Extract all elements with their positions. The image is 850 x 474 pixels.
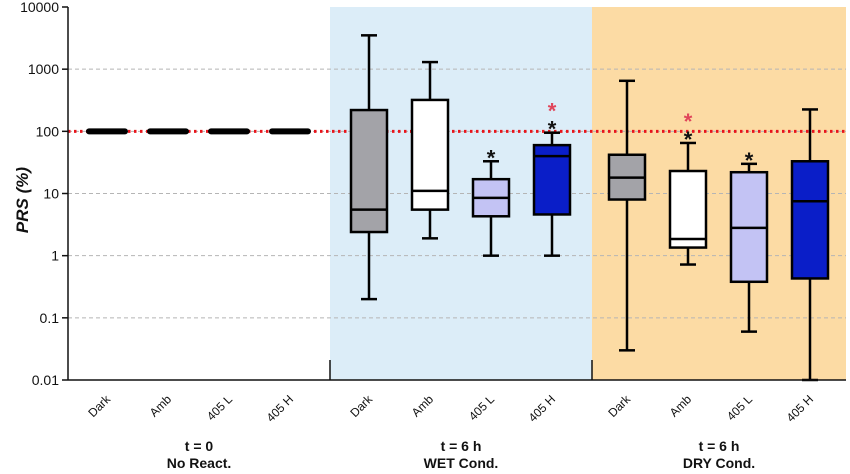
x-tick-label: 405 H	[784, 392, 817, 425]
significance-star-black: *	[548, 117, 557, 142]
box-405 H	[790, 160, 830, 280]
x-tick-label: Amb	[409, 392, 437, 420]
group-label-dry-condition: DRY Cond.	[683, 455, 755, 471]
box-Amb	[410, 98, 450, 211]
x-tick-label: 405 H	[264, 392, 297, 425]
y-tick-label: 0.1	[40, 310, 60, 326]
group-label-wet-time: t = 6 h	[441, 438, 482, 454]
axes	[62, 6, 846, 381]
x-tick-label: Dark	[605, 392, 634, 421]
y-tick-label: 10	[43, 186, 59, 202]
group-label-dry-time: t = 6 h	[699, 438, 740, 454]
box-Amb	[668, 169, 708, 249]
significance-star-red: *	[548, 99, 557, 124]
x-tick-label: 405 H	[526, 392, 559, 425]
x-tick-label: 405 L	[466, 392, 497, 423]
y-tick-label: 1000	[28, 61, 59, 77]
x-tick-label: Amb	[667, 392, 695, 420]
y-tick-label: 10000	[20, 0, 59, 15]
x-tick-label: 405 L	[724, 392, 755, 423]
group-label-noreact-condition: No React.	[167, 455, 232, 471]
x-tick-label: Dark	[347, 392, 376, 421]
y-tick-label: 1	[51, 248, 59, 264]
significance-star-black: *	[487, 145, 496, 170]
group-label-noreact-time: t = 0	[185, 438, 214, 454]
group-bg-noreact	[68, 7, 330, 380]
significance-star-black: *	[684, 127, 693, 152]
grid-lines	[68, 68, 846, 319]
x-tick-label: 405 L	[204, 392, 235, 423]
y-tick-label: 0.01	[32, 372, 59, 388]
boxes	[86, 34, 830, 382]
y-axis-label: PRS (%)	[13, 167, 32, 233]
x-tick-label: Dark	[85, 392, 114, 421]
y-tick-label: 100	[36, 123, 60, 139]
group-label-wet-condition: WET Cond.	[424, 455, 499, 471]
significance-star-black: *	[745, 148, 754, 173]
significance-star-red: *	[684, 109, 693, 134]
x-tick-label: Amb	[147, 392, 175, 420]
box-Dark	[349, 108, 389, 234]
